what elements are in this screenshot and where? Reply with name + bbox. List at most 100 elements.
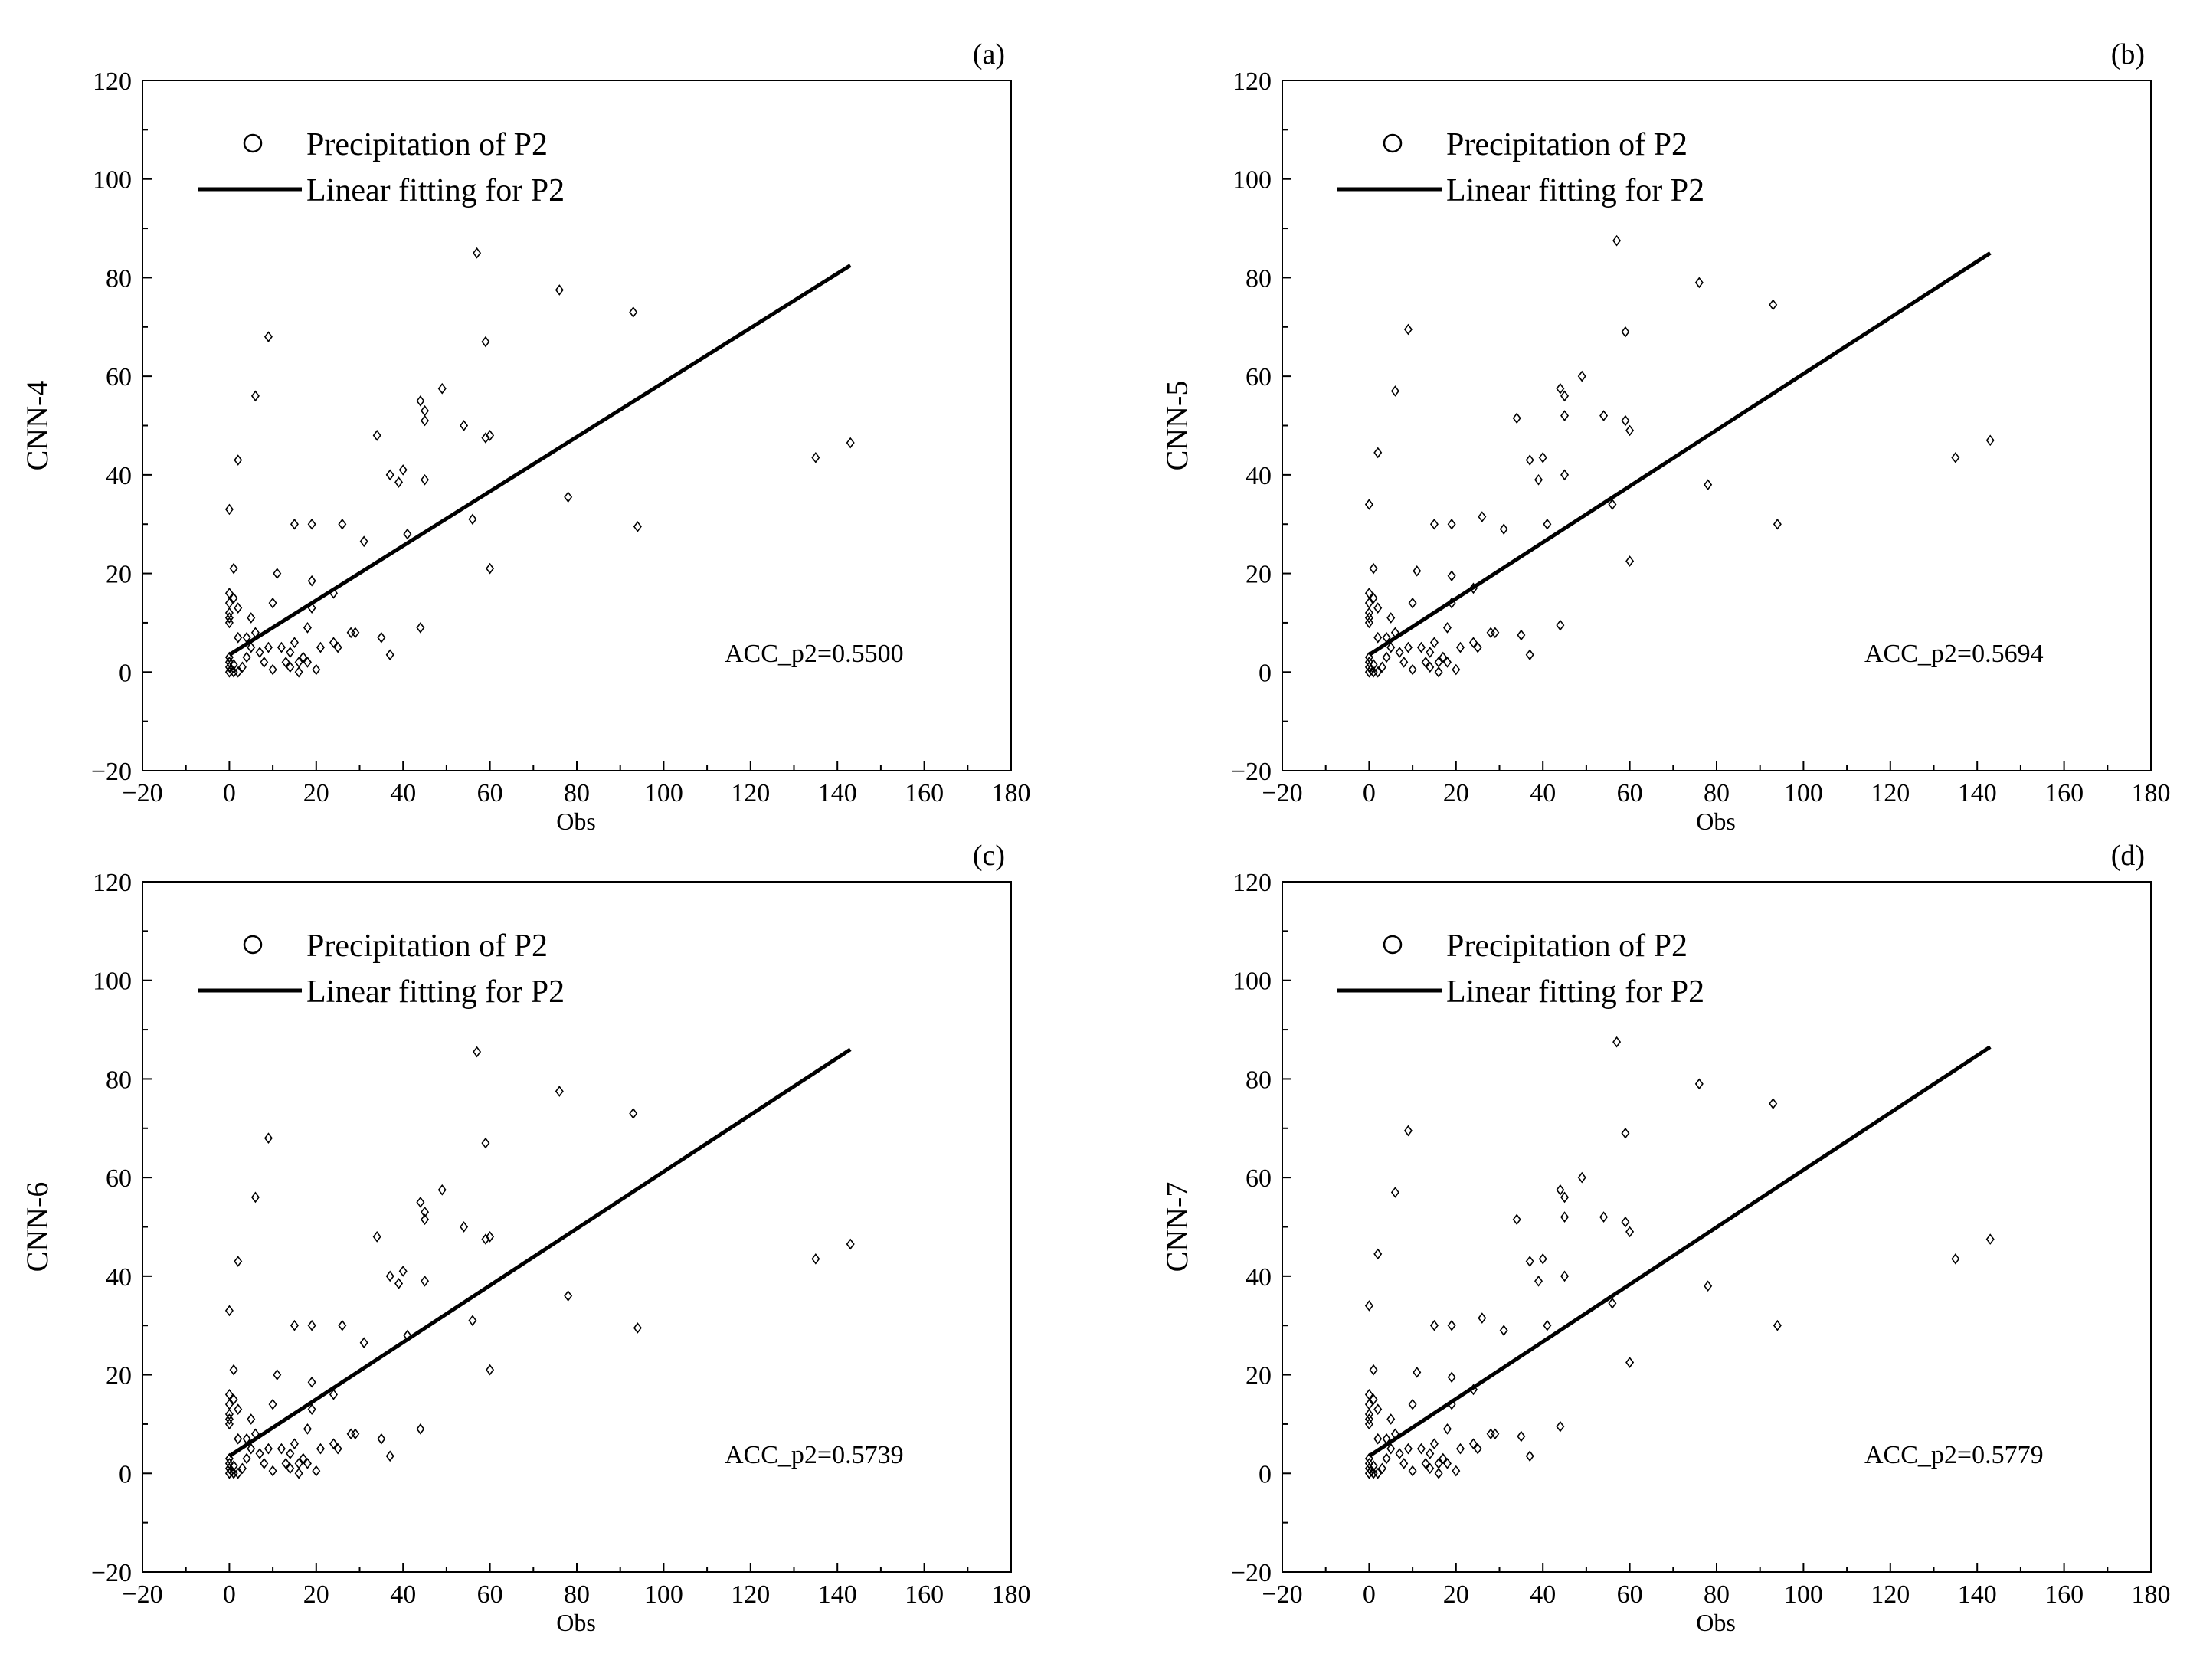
scatter-point	[1512, 1213, 1521, 1226]
scatter-point	[1434, 1458, 1443, 1469]
fit-line	[228, 264, 852, 657]
scatter-point	[1426, 1448, 1435, 1459]
scatter-point	[1608, 499, 1617, 510]
scatter-point	[1369, 1364, 1378, 1376]
scatter-point	[247, 1413, 256, 1425]
x-tick-label: 20	[303, 1580, 329, 1609]
scatter-point	[294, 1467, 303, 1479]
x-tick-label: 60	[1617, 779, 1643, 807]
scatter-point	[268, 597, 277, 609]
y-tick-label: 40	[106, 462, 132, 490]
y-tick-label: 0	[119, 659, 132, 687]
x-tick-label: 0	[1363, 779, 1376, 807]
y-tick-label: −20	[1231, 1559, 1272, 1587]
scatter-point	[1525, 1450, 1534, 1462]
x-tick-label: 140	[818, 1580, 857, 1609]
y-axis-title: CNN-7	[1160, 1182, 1194, 1272]
scatter-point	[224, 1452, 234, 1465]
scatter-point	[1543, 518, 1552, 530]
fit-line	[1368, 251, 1992, 657]
scatter-point	[416, 395, 425, 407]
x-tick-label: 80	[564, 1580, 590, 1609]
scatter-point	[1577, 370, 1586, 382]
scatter-point	[234, 454, 243, 466]
scatter-point	[294, 1458, 303, 1469]
scatter-point	[473, 1046, 482, 1058]
legend-label-scatter: Precipitation of P2	[306, 127, 548, 162]
scatter-point	[1447, 1371, 1456, 1384]
scatter-point	[1694, 277, 1704, 289]
scatter-point	[1556, 1184, 1565, 1196]
scatter-point	[473, 247, 482, 259]
scatter-point	[333, 641, 342, 653]
scatter-point	[1373, 447, 1383, 459]
scatter-point	[1416, 641, 1426, 653]
scatter-point	[1434, 1467, 1443, 1479]
y-tick-label: 120	[1232, 869, 1272, 897]
legend-label-scatter: Precipitation of P2	[1446, 928, 1688, 964]
scatter-point	[1386, 1443, 1396, 1455]
scatter-point	[1408, 597, 1417, 609]
scatter-point	[1413, 565, 1422, 577]
y-tick-label: 60	[106, 1164, 132, 1193]
x-tick-label: 60	[477, 779, 503, 807]
scatter-point	[1439, 651, 1448, 663]
scatter-point	[234, 666, 243, 678]
scatter-point	[1364, 651, 1373, 663]
scatter-point	[1773, 1319, 1782, 1331]
scatter-point	[338, 1319, 347, 1331]
legend-marker-circle	[243, 133, 263, 153]
scatter-point	[486, 1364, 495, 1376]
scatter-point	[1434, 666, 1443, 678]
scatter-point	[224, 1305, 234, 1317]
scatter-point	[437, 382, 447, 395]
scatter-point	[1560, 469, 1570, 481]
scatter-point	[1625, 1226, 1635, 1238]
scatter-point	[224, 617, 234, 629]
scatter-point	[1416, 1443, 1426, 1455]
scatter-point	[316, 1443, 325, 1455]
panel-label: (b)	[2111, 38, 2145, 70]
scatter-point	[1373, 1403, 1383, 1415]
scatter-point	[1429, 1438, 1439, 1450]
scatter-point	[633, 1322, 642, 1334]
scatter-point	[1364, 612, 1373, 624]
scatter-point	[329, 1438, 338, 1450]
scatter-point	[629, 306, 638, 318]
scatter-point	[255, 1448, 264, 1459]
scatter-point	[1625, 424, 1635, 437]
scatter-point	[273, 568, 282, 579]
scatter-point	[359, 1337, 368, 1349]
scatter-point	[1525, 649, 1534, 661]
scatter-point	[307, 1319, 316, 1331]
scatter-point	[1413, 1367, 1422, 1378]
y-tick-label: 120	[1232, 67, 1272, 96]
fit-line	[1368, 1045, 1992, 1458]
x-tick-label: 20	[1443, 779, 1469, 807]
x-tick-label: −20	[122, 779, 162, 807]
scatter-point	[1694, 1078, 1704, 1090]
y-tick-label: 80	[1246, 1066, 1272, 1094]
scatter-point	[1399, 1458, 1409, 1469]
scatter-point	[281, 1458, 290, 1469]
chart-panel-2: −20 0 20 40 60 80 100 120 140 160 180 −20 0 20 40 60 80 1…	[20, 840, 1031, 1636]
scatter-point	[234, 631, 243, 644]
scatter-point	[1364, 1452, 1373, 1465]
scatter-point	[564, 1290, 573, 1302]
scatter-point	[1951, 451, 1960, 463]
scatter-point	[224, 1413, 234, 1425]
scatter-point	[1373, 631, 1383, 644]
scatter-point	[1478, 1312, 1487, 1324]
scatter-point	[1621, 1216, 1630, 1228]
scatter-point	[277, 641, 286, 653]
scatter-point	[460, 420, 469, 431]
scatter-point	[1534, 473, 1543, 486]
scatter-point	[486, 430, 495, 441]
scatter-point	[250, 390, 260, 402]
scatter-point	[564, 491, 573, 503]
scatter-point	[264, 1132, 273, 1144]
scatter-point	[1560, 1211, 1570, 1223]
scatter-point	[481, 336, 490, 348]
